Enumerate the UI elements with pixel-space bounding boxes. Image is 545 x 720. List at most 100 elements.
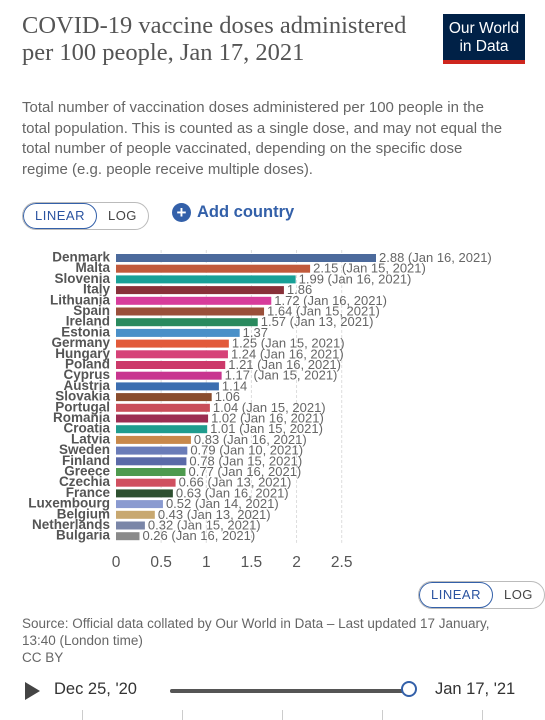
owid-logo[interactable]: Our World in Data [443,14,525,64]
bar [116,500,163,509]
category-label: Ireland [66,314,110,329]
value-label: 0.26 (Jan 16, 2021) [142,528,255,543]
category-label: Greece [64,464,110,479]
category-label: Italy [83,282,111,297]
value-label: 1.01 (Jan 15, 2021) [210,421,323,436]
x-tick-label: 2.5 [331,554,353,571]
chart-subtitle: Total number of vaccination doses admini… [22,99,503,178]
value-label: 1.06 [215,389,240,404]
category-label: Latvia [71,431,111,446]
category-label: Denmark [52,250,110,265]
bar [116,382,219,391]
category-label: Finland [62,453,110,468]
value-label: 0.77 (Jan 16, 2021) [189,464,302,479]
timeline-end-label: Jan 17, '21 [435,680,516,698]
logo-accent-bar [443,60,525,64]
value-label: 0.52 (Jan 14, 2021) [166,496,279,511]
bar [116,264,311,273]
bar [116,286,284,295]
category-label: Lithuania [50,292,110,307]
bar [116,435,191,444]
bar-chart: 0 0.5 1 1.5 2 2.5 Denmark 2.88 (Jan 16, 2021) Ma… [28,250,492,571]
value-label: 1.37 [243,325,268,340]
value-label: 0.66 (Jan 13, 2021) [179,475,292,490]
bar [116,468,186,476]
timeline-fill [170,689,410,693]
plus-icon: + [172,203,191,222]
bar [116,457,187,466]
bar [116,510,155,519]
category-label: Sweden [59,442,110,457]
value-label: 1.64 (Jan 15, 2021) [267,304,380,319]
category-label: Portugal [55,399,110,414]
linear-scale-button[interactable]: LINEAR [23,203,97,229]
logo-line-1: Our World [448,20,520,37]
bar [116,403,210,412]
category-label: Croatia [63,421,110,436]
x-tick-label: 0.5 [150,554,172,571]
value-label: 1.21 (Jan 16, 2021) [228,357,341,372]
bar [116,361,226,369]
value-label: 1.04 (Jan 15, 2021) [213,400,326,415]
scale-toggle-top: LINEAR LOG [22,202,149,230]
logo-line-2: in Data [459,38,509,55]
timeline-ticks [22,710,542,720]
log-scale-button[interactable]: LOG [107,208,137,223]
add-country-button[interactable]: + Add country [172,203,294,222]
value-label: 2.88 (Jan 16, 2021) [379,250,492,265]
category-label: Spain [73,303,110,318]
timeline-track[interactable] [170,689,410,693]
value-label: 1.14 [222,378,247,393]
chart-title: COVID-19 vaccine doses administered per … [22,12,407,66]
category-label: Luxembourg [28,496,110,511]
value-label: 1.57 (Jan 13, 2021) [261,314,374,329]
scale-toggle-bottom: LINEAR LOG [418,581,545,609]
x-tick-label: 0 [112,554,121,571]
bar [116,254,376,262]
value-label: 0.83 (Jan 16, 2021) [194,432,307,447]
category-label: Belgium [57,506,110,521]
timeline-handle[interactable] [401,681,417,697]
add-country-label: Add country [197,203,295,221]
value-label: 0.79 (Jan 10, 2021) [190,443,303,458]
value-label: 1.24 (Jan 16, 2021) [231,346,344,361]
value-label: 1.72 (Jan 16, 2021) [274,293,387,308]
bar [116,414,209,423]
value-label: 0.32 (Jan 15, 2021) [148,518,261,533]
bar [116,446,188,455]
license-text: CC BY [22,650,64,665]
bar [116,318,258,327]
category-label: Romania [53,410,111,425]
bar [116,371,222,380]
value-label: 1.86 [287,282,312,297]
category-label: Hungary [55,346,110,361]
category-label: Estonia [61,324,110,339]
bar [116,275,296,284]
category-label: Malta [75,260,110,275]
x-tick-label: 1 [202,554,211,571]
category-label: Netherlands [32,517,110,532]
bar [116,478,176,487]
value-label: 1.17 (Jan 15, 2021) [225,368,338,383]
x-tick-label: 2 [292,554,301,571]
bar [116,521,145,530]
linear-scale-button-bottom[interactable]: LINEAR [419,582,493,608]
category-label: France [66,485,111,500]
source-text: Source: Official data collated by Our Wo… [22,616,490,648]
category-label: Bulgaria [56,528,111,543]
log-scale-button-bottom[interactable]: LOG [503,587,533,602]
bar [116,425,208,434]
value-label: 1.99 (Jan 16, 2021) [299,271,412,286]
value-label: 2.15 (Jan 15, 2021) [313,261,426,276]
bar [116,350,228,359]
bar [116,532,140,541]
bar [116,307,265,316]
category-label: Austria [63,378,110,393]
source-note: Source: Official data collated by Our Wo… [22,615,502,666]
bar [116,296,272,305]
timeline: Dec 25, '20 Jan 17, '21 [22,678,532,704]
bar [116,339,229,348]
play-icon[interactable] [25,682,40,700]
value-label: 0.78 (Jan 15, 2021) [189,453,302,468]
value-label: 0.63 (Jan 16, 2021) [176,485,289,500]
